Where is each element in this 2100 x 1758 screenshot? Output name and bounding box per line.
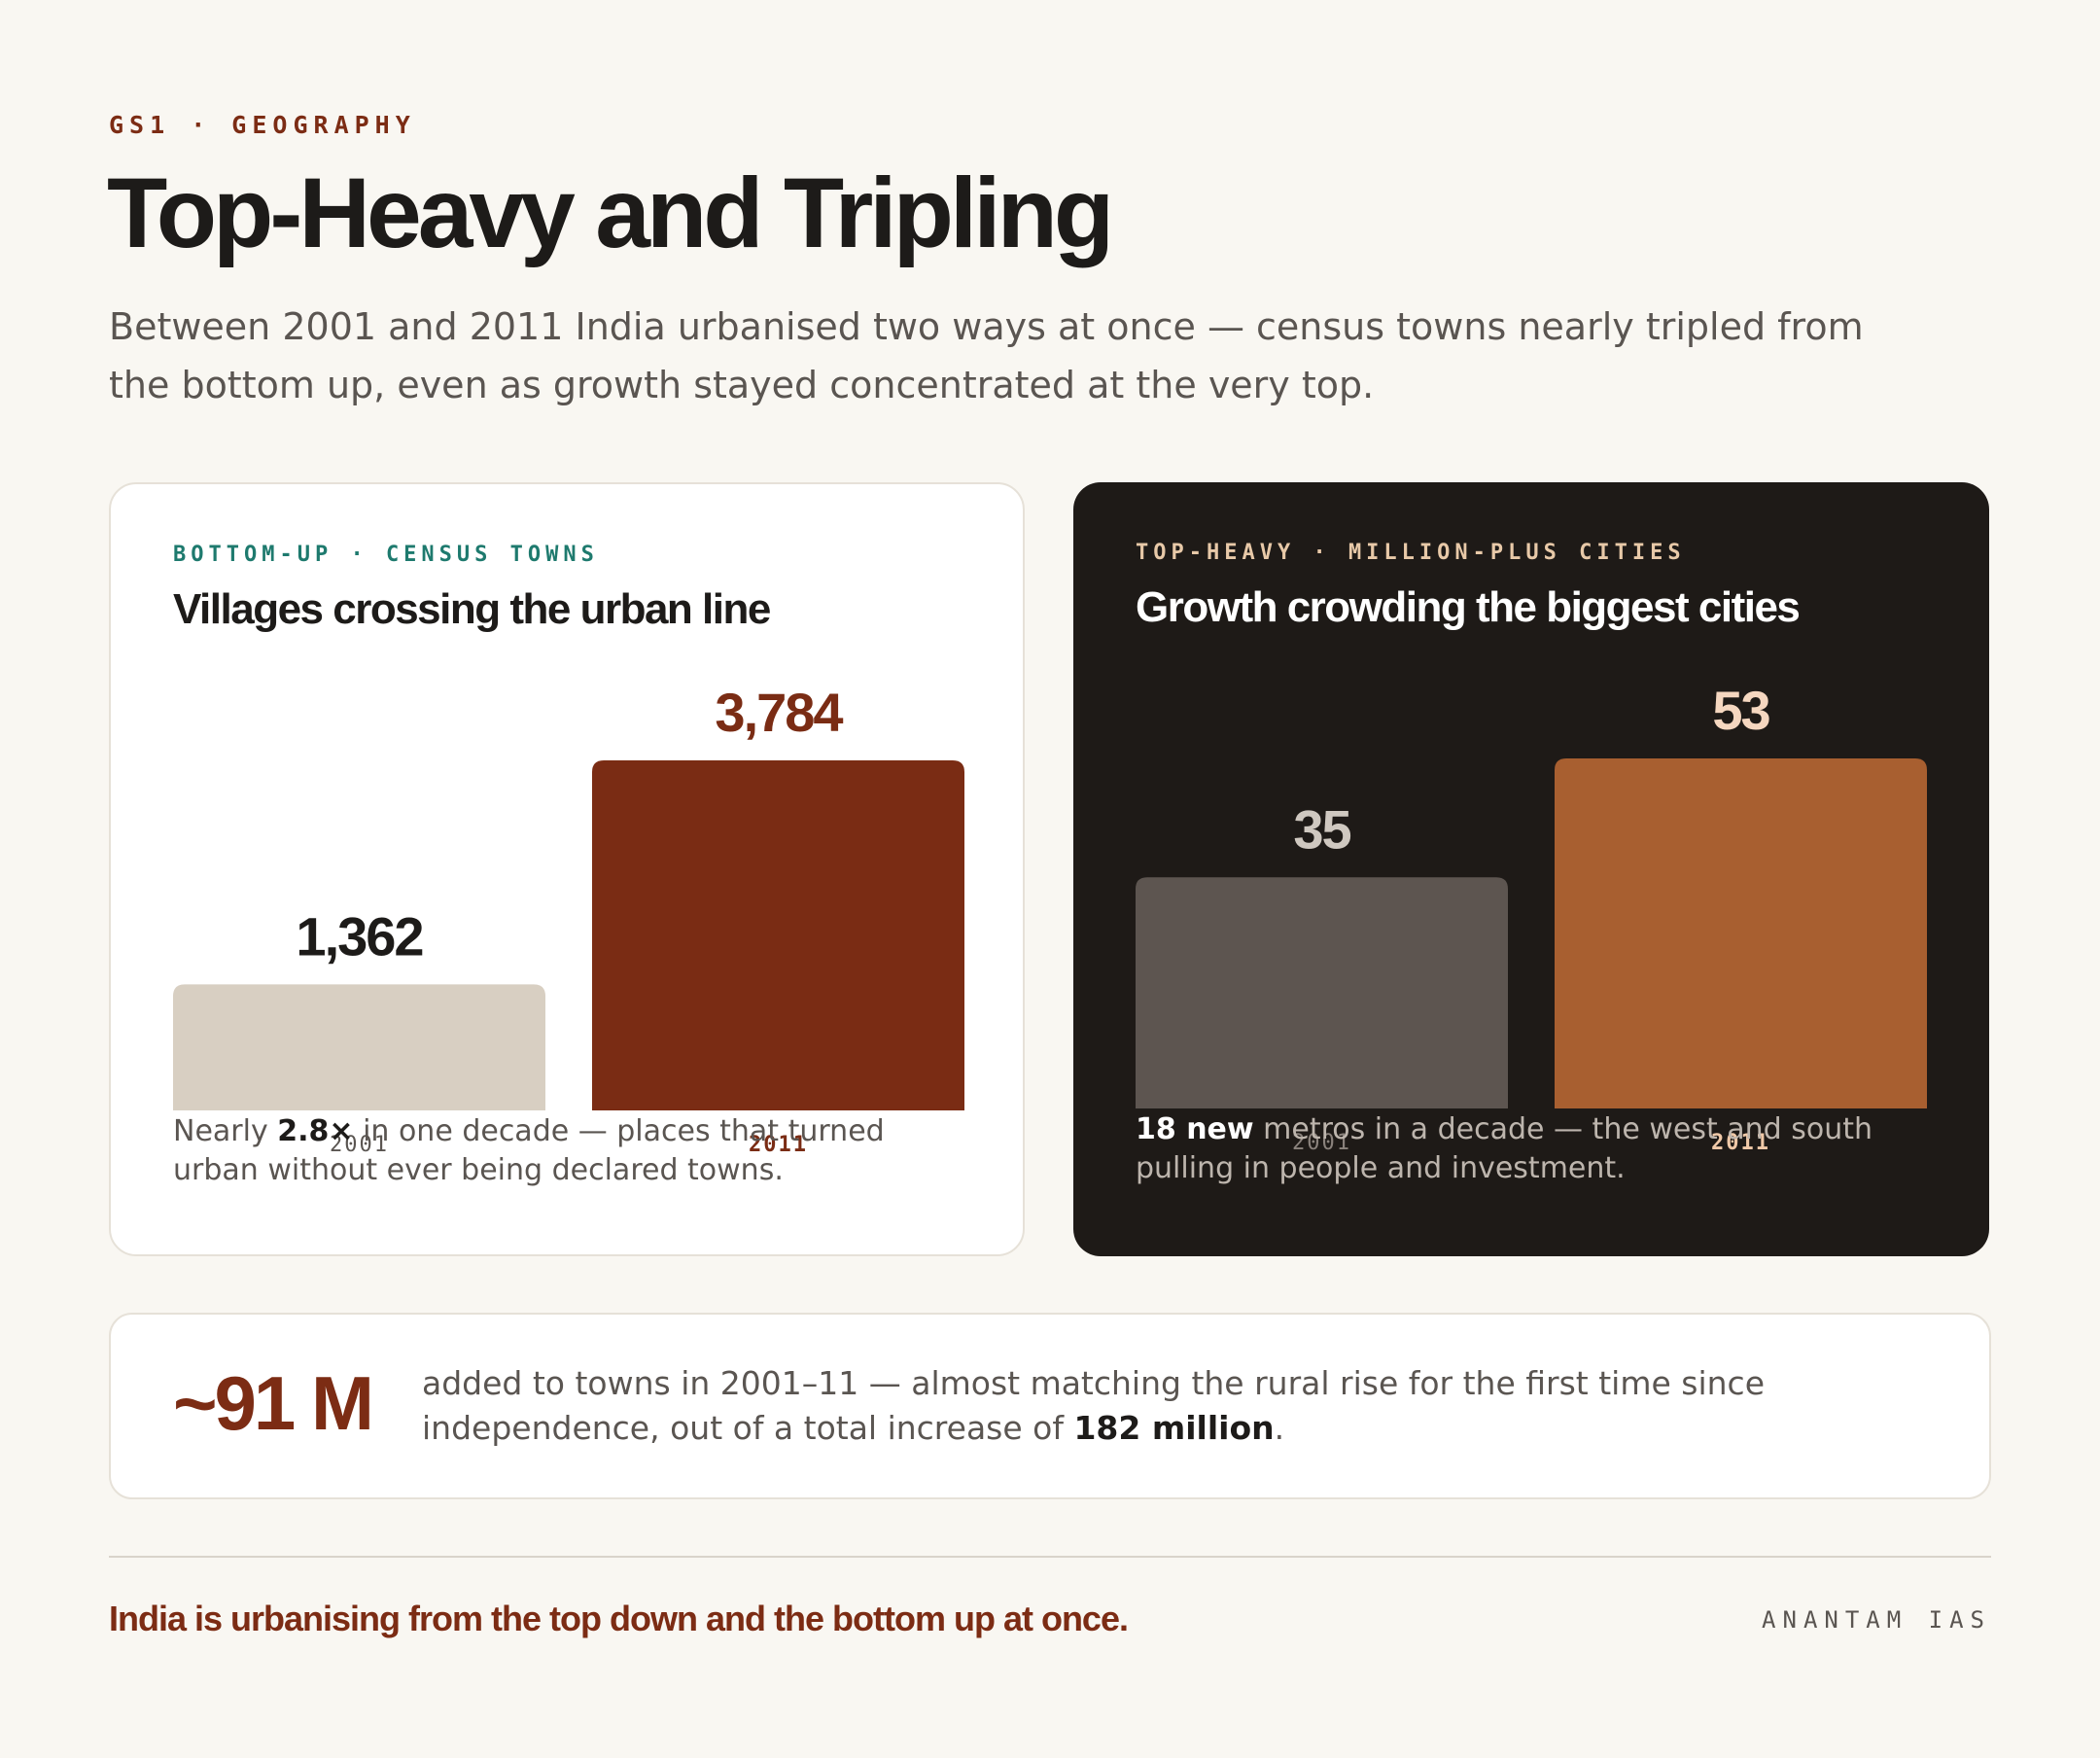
note-highlight: 18 new: [1136, 1112, 1254, 1146]
census-towns-value-label-2011: 3,784: [715, 682, 843, 743]
million-plus-tick-label-2011: 2011: [1711, 1131, 1770, 1155]
urban-increase-callout: ~91 M added to towns in 2001–11 — almost…: [109, 1313, 1991, 1499]
stat-description: added to towns in 2001–11 — almost match…: [422, 1361, 1968, 1451]
million-plus-card: 35 2001 53 2011 TOP-HEAVY · MILLION-PLUS CI…: [1073, 482, 1989, 1256]
stat-text-suffix: .: [1274, 1409, 1285, 1447]
million-plus-note: 18 new metros in a decade — the west and…: [1136, 1110, 1933, 1188]
stat-figure: ~91 M: [173, 1360, 374, 1446]
census-towns-note: Nearly 2.8× in one decade — places that …: [173, 1112, 970, 1190]
footer-divider: [109, 1556, 1991, 1558]
census-towns-chart: 1,362 2001 3,784 2011: [173, 682, 964, 1157]
million-plus-tick-label-2001: 2001: [1292, 1131, 1351, 1155]
census-towns-bar-2011: [592, 760, 964, 1110]
stat-text-prefix: added to towns in 2001–11 — almost match…: [422, 1364, 1766, 1447]
million-plus-eyebrow: TOP-HEAVY · MILLION-PLUS CITIES: [1136, 541, 1686, 565]
footer-tagline: India is urbanising from the top down an…: [109, 1599, 1129, 1638]
census-towns-bar-2001: [173, 984, 545, 1110]
stat-text-highlight: 182 million: [1073, 1409, 1275, 1447]
section-eyebrow: GS1 · GEOGRAPHY: [109, 111, 416, 139]
million-plus-title: Growth crowding the biggest cities: [1136, 583, 1801, 631]
million-plus-value-label-2001: 35: [1293, 798, 1350, 860]
note-suffix: metros in a decade — the west and south …: [1136, 1112, 1872, 1185]
page-title: Top-Heavy and Tripling: [107, 158, 1114, 268]
census-towns-value-label-2001: 1,362: [296, 905, 422, 967]
note-prefix: Nearly: [173, 1114, 278, 1148]
census-towns-title: Villages crossing the urban line: [173, 585, 771, 633]
page-subtitle: Between 2001 and 2011 India urbanised tw…: [109, 305, 1864, 406]
note-suffix: in one decade — places that turned urban…: [173, 1114, 885, 1187]
million-plus-value-label-2011: 53: [1712, 680, 1769, 741]
note-highlight: 2.8×: [277, 1114, 354, 1148]
census-towns-eyebrow: BOTTOM-UP · CENSUS TOWNS: [173, 543, 599, 567]
census-towns-tick-label-2001: 2001: [330, 1133, 389, 1157]
census-towns-card: 1,362 2001 3,784 2011 BOTTOM-UP · CENSUS TO…: [109, 482, 1025, 1256]
brand-name: ANANTAM IAS: [1762, 1606, 1991, 1634]
million-plus-chart: 35 2001 53 2011: [1136, 680, 1927, 1155]
census-towns-tick-label-2011: 2011: [749, 1133, 808, 1157]
million-plus-bar-2001: [1136, 877, 1508, 1108]
million-plus-bar-2011: [1555, 758, 1927, 1108]
